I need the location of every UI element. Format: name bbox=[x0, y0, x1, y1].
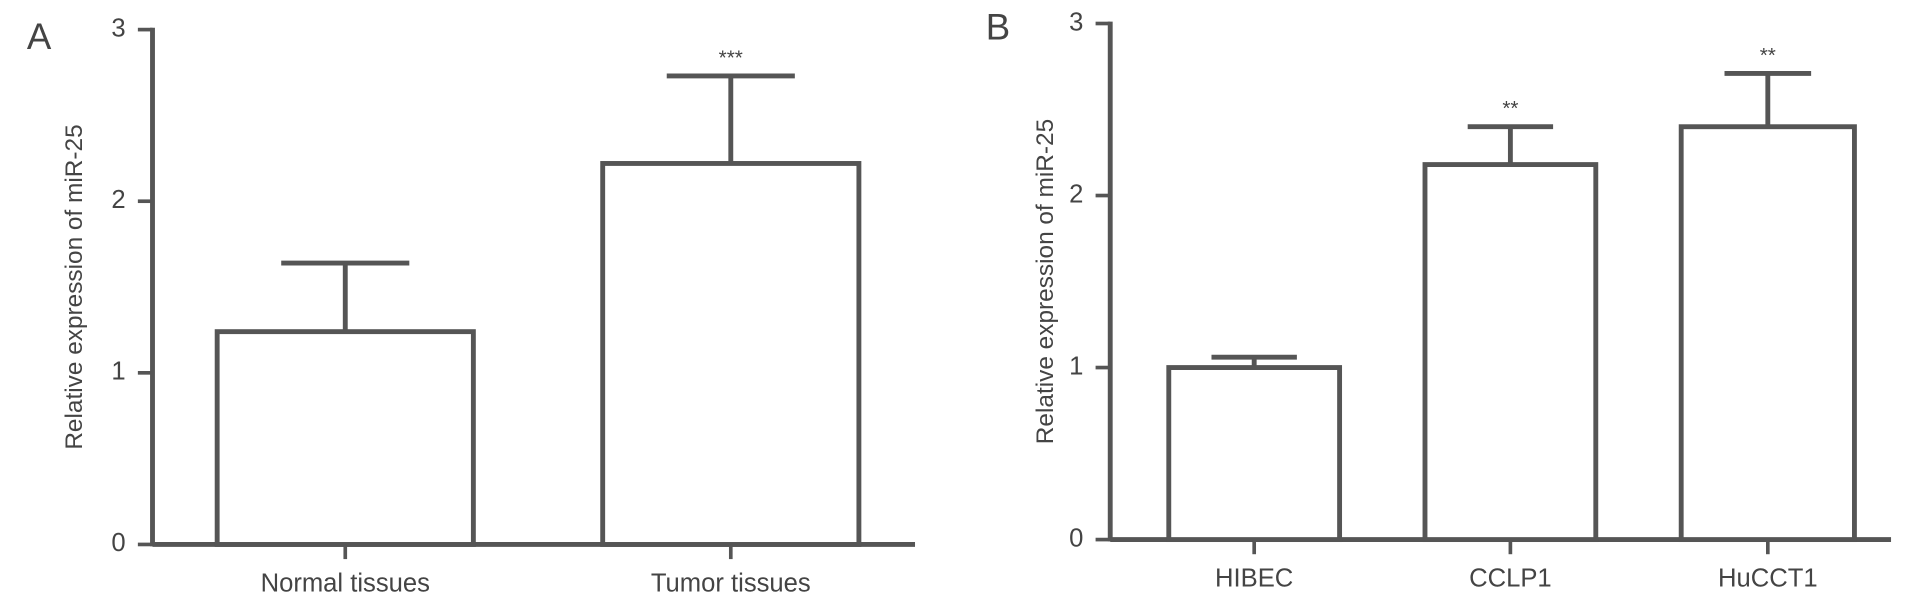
bar bbox=[1166, 365, 1343, 543]
y-tick-label: 2 bbox=[111, 186, 125, 214]
x-tick-label: HuCCT1 bbox=[1718, 565, 1818, 593]
y-tick-label: 2 bbox=[1069, 180, 1083, 208]
significance: ** bbox=[1760, 44, 1776, 67]
significance: ** bbox=[1502, 97, 1518, 120]
y-axis-label: Relative expression of miR-25 bbox=[1032, 119, 1059, 444]
bar bbox=[214, 329, 476, 547]
x-tick-label: Tumor tissues bbox=[651, 569, 811, 597]
x-tick-label: CCLP1 bbox=[1469, 565, 1552, 593]
y-tick-label: 1 bbox=[111, 358, 125, 386]
x-tick-label: HIBEC bbox=[1215, 565, 1293, 593]
panel-label: B bbox=[986, 6, 1010, 47]
bar bbox=[1678, 124, 1857, 543]
significance: *** bbox=[719, 46, 743, 69]
y-tick-label: 0 bbox=[111, 529, 125, 557]
y-tick-label: 3 bbox=[111, 14, 125, 42]
y-tick-label: 3 bbox=[1069, 8, 1083, 36]
panel-label: A bbox=[27, 16, 52, 57]
y-tick-label: 1 bbox=[1069, 352, 1083, 380]
bar bbox=[600, 161, 862, 547]
y-axis-label: Relative expression of miR-25 bbox=[61, 124, 88, 449]
y-tick-label: 0 bbox=[1069, 524, 1083, 552]
bar bbox=[1422, 162, 1599, 543]
x-tick-label: Normal tissues bbox=[261, 569, 430, 597]
